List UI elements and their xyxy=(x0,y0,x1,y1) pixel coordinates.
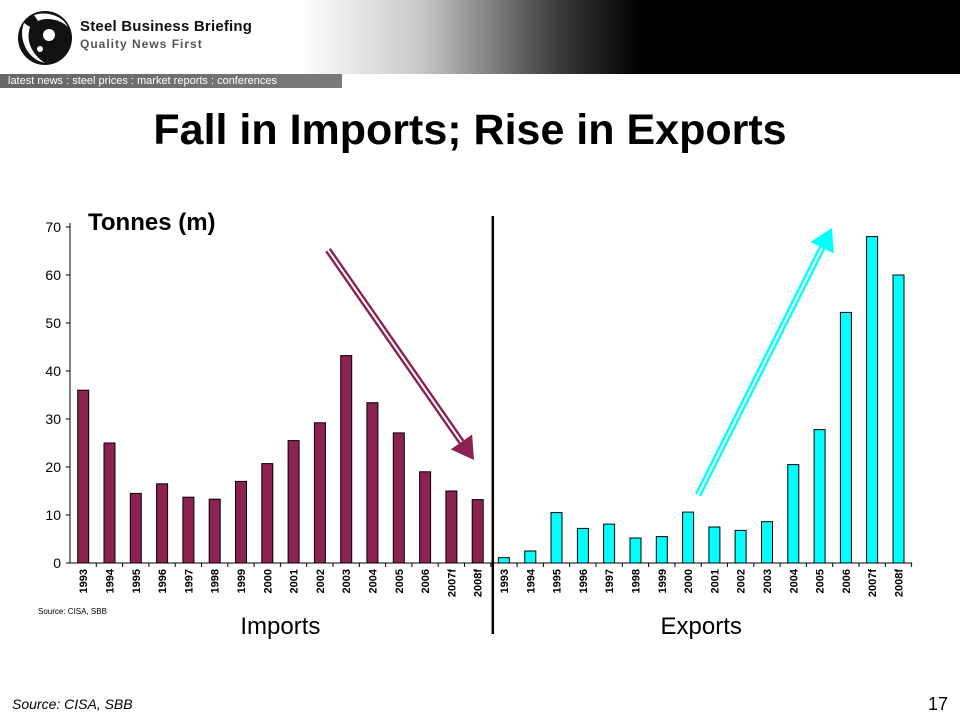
bar-exports-1996 xyxy=(576,527,589,564)
x-tick-label: 2004 xyxy=(367,568,379,593)
bar-exports-1995 xyxy=(550,512,563,564)
x-tick-label: 2001 xyxy=(289,569,301,593)
bar-imports-1999 xyxy=(235,480,247,564)
y-tick-label: 0 xyxy=(53,555,61,571)
nav-bar: latest news : steel prices : market repo… xyxy=(0,74,342,88)
x-tick-label: 2008f xyxy=(894,569,906,597)
bar-exports-1998 xyxy=(629,537,642,564)
group-label-imports: Imports xyxy=(240,613,320,640)
x-tick-label: 2002 xyxy=(315,569,327,593)
bar-imports-2007f xyxy=(445,490,458,564)
y-tick-label: 60 xyxy=(45,267,61,283)
bar-exports-1993 xyxy=(497,557,510,564)
bar-exports-2008f xyxy=(892,274,905,564)
x-tick-label: 2000 xyxy=(262,569,274,593)
imports-down-arrow xyxy=(325,248,474,460)
bar-imports-1997 xyxy=(182,496,195,564)
y-tick-label: 70 xyxy=(45,219,61,235)
x-tick-label: 2007f xyxy=(446,569,458,597)
x-tick-label: 2005 xyxy=(394,569,406,593)
y-tick-label: 30 xyxy=(45,411,61,427)
bar-imports-1994 xyxy=(103,442,116,564)
x-tick-label: 1993 xyxy=(78,569,90,593)
bar-imports-2005 xyxy=(392,432,405,564)
x-tick-label: 2007f xyxy=(867,569,879,597)
x-tick-label: 2004 xyxy=(788,568,800,593)
x-tick-label: 1994 xyxy=(525,568,537,593)
x-tick-label: 2000 xyxy=(683,569,695,593)
x-tick-label: 1999 xyxy=(657,569,669,593)
bar-imports-2002 xyxy=(313,422,326,564)
bar-exports-2007f xyxy=(866,236,879,564)
y-tick-label: 10 xyxy=(45,507,61,523)
bar-exports-2004 xyxy=(787,464,800,564)
bar-imports-1995 xyxy=(129,492,142,564)
bar-imports-2006 xyxy=(419,471,432,564)
x-tick-label: 2001 xyxy=(709,569,721,593)
bar-exports-2002 xyxy=(734,529,747,564)
x-tick-label: 2003 xyxy=(762,569,774,593)
bar-imports-1998 xyxy=(208,498,221,564)
x-tick-label: 1996 xyxy=(157,569,169,593)
bar-imports-2008f xyxy=(471,499,484,564)
x-tick-label: 2006 xyxy=(841,569,853,593)
bar-exports-2003 xyxy=(761,521,773,564)
header-banner: Steel Business Briefing Quality News Fir… xyxy=(0,0,960,74)
x-tick-label: 1995 xyxy=(552,569,564,593)
brand-tagline: Quality News First xyxy=(80,37,203,51)
nav-links[interactable]: latest news : steel prices : market repo… xyxy=(8,75,278,87)
x-tick-label: 2002 xyxy=(736,569,748,593)
exports-up-arrow xyxy=(694,228,834,497)
x-tick-label: 1999 xyxy=(236,569,248,593)
chart-source: Source: CISA, SBB xyxy=(38,607,107,616)
bar-exports-2001 xyxy=(708,526,721,564)
bar-imports-2003 xyxy=(340,355,353,564)
x-tick-label: 1997 xyxy=(183,569,195,593)
x-tick-label: 1998 xyxy=(631,569,643,593)
y-tick-label: 50 xyxy=(45,315,61,331)
bar-exports-1997 xyxy=(603,523,616,564)
bar-imports-2000 xyxy=(261,463,274,564)
bar-imports-2004 xyxy=(366,402,379,564)
slide-title: Fall in Imports; Rise in Exports xyxy=(153,106,787,154)
brand-name: Steel Business Briefing xyxy=(80,18,253,35)
bar-exports-2005 xyxy=(813,429,826,564)
y-axis-label: Tonnes (m) xyxy=(88,209,216,236)
x-tick-label: 1993 xyxy=(499,569,511,593)
bar-imports-1996 xyxy=(156,483,169,564)
x-tick-label: 2003 xyxy=(341,569,353,593)
y-tick-label: 20 xyxy=(45,459,61,475)
x-tick-label: 1997 xyxy=(604,569,616,593)
x-tick-label: 1996 xyxy=(578,569,590,593)
bar-imports-2001 xyxy=(287,440,300,564)
x-tick-label: 1994 xyxy=(105,568,117,593)
bar-exports-2000 xyxy=(682,511,695,564)
x-tick-label: 2005 xyxy=(815,569,827,593)
bar-exports-1999 xyxy=(655,536,668,564)
bar-imports-1993 xyxy=(77,389,90,564)
x-tick-label: 2008f xyxy=(473,569,485,597)
x-tick-label: 1998 xyxy=(210,569,222,593)
x-tick-label: 1995 xyxy=(131,569,143,593)
page-number: 17 xyxy=(927,694,948,714)
bar-exports-1994 xyxy=(524,550,537,564)
group-label-exports: Exports xyxy=(661,613,742,640)
x-tick-label: 2006 xyxy=(420,569,432,593)
y-tick-label: 40 xyxy=(45,363,61,379)
slide-source: Source: CISA, SBB xyxy=(12,696,133,712)
bar-exports-2006 xyxy=(839,311,852,564)
globe-logo-icon xyxy=(18,11,72,65)
